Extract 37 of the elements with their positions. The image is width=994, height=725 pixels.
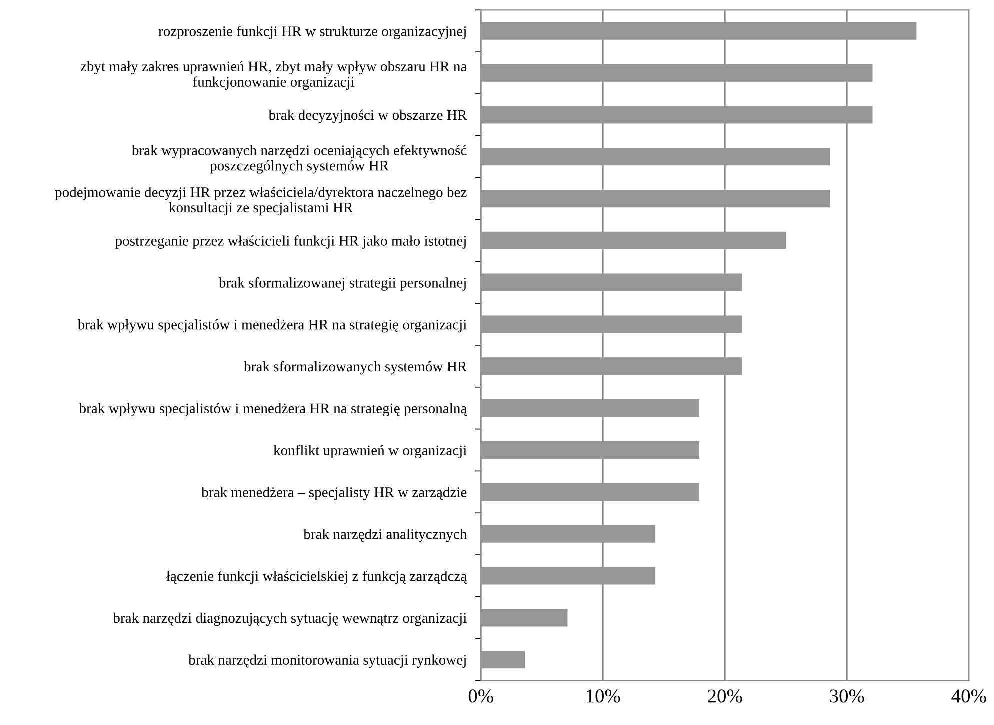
bar [481, 190, 830, 208]
y-tick-label: brak narzędzi analitycznych [304, 529, 468, 542]
y-tick-label: podejmowanie decyzji HR przez właściciela/dyrektora naczelnego bez konsultacji ze specjalistami HR [55, 187, 467, 216]
y-tick-label: łączenie funkcji właścicielskiej z funkcją zarządczą [166, 570, 468, 584]
y-tick-label: brak wpływu specjalistów i menedżera HR na strategię organizacji [78, 319, 467, 333]
bar [481, 609, 568, 627]
y-tick-label: brak wpływu specjalistów i menedżera HR na strategię personalną [79, 403, 468, 417]
bar [481, 274, 742, 292]
x-tick-label: 40% [952, 690, 986, 703]
bar [481, 441, 700, 460]
bar [481, 525, 656, 543]
y-tick-label: brak narzędzi monitorowania sytuacji rynkowej [188, 654, 466, 668]
y-tick-label: brak narzędzi diagnozujących sytuację wewnątrz organizacji [113, 612, 467, 626]
y-tick-label: brak wypracowanych narzędzi oceniających efektywność poszczególnych systemów HR [132, 145, 467, 174]
y-tick-label: rozproszenie funkcji HR w strukturze organizacyjnej [158, 26, 466, 40]
bar [481, 232, 786, 250]
bar [481, 483, 700, 501]
bar [481, 106, 873, 124]
x-tick-label: 20% [708, 690, 742, 703]
y-tick-label: konflikt uprawnień w organizacji [274, 445, 467, 459]
bar [481, 651, 526, 669]
x-tick-label: 10% [587, 690, 620, 703]
y-tick-label: brak decyzyjności w obszarze HR [268, 110, 468, 124]
x-tick-label: 0% [468, 690, 494, 703]
bar [481, 567, 656, 585]
bar [481, 148, 830, 166]
y-tick-label: brak sformalizowanych systemów HR [244, 361, 468, 375]
y-tick-label: postrzeganie przez właścicieli funkcji HR jako mało istotnej [116, 236, 466, 249]
bar [481, 316, 742, 334]
bar [481, 400, 700, 418]
bar [481, 64, 873, 82]
y-tick-label: zbyt mały zakres uprawnień HR, zbyt mały wpływ obszaru HR na funkcjonowanie organizacji [80, 61, 467, 90]
x-tick-label: 30% [830, 690, 864, 703]
y-tick-label: brak menedżera – specjalisty HR w zarządzie [202, 487, 467, 500]
bar [481, 358, 742, 376]
bar [481, 22, 917, 40]
y-tick-label: brak sformalizowanej strategii personalnej [218, 277, 466, 291]
